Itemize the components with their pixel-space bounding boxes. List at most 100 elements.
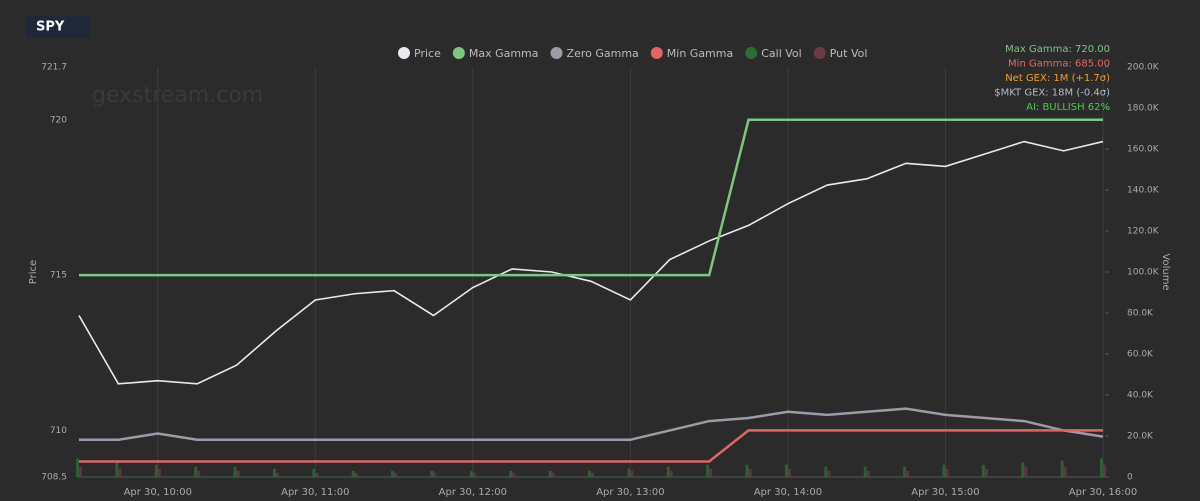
annotation: Net GEX: 1M (+1.7σ) (1005, 73, 1110, 84)
legend-label[interactable]: Min Gamma (667, 47, 733, 60)
annotation: AI: BULLISH 62% (1026, 102, 1110, 113)
ticker[interactable]: SPY (36, 20, 65, 35)
volume-bar (706, 464, 710, 477)
volume-bar (1100, 458, 1103, 477)
volume-bar (748, 468, 752, 477)
volume-bar (627, 468, 631, 477)
volume-bar (157, 468, 161, 477)
y2-tick-label: 200.0K (1127, 63, 1160, 73)
legend-label[interactable]: Call Vol (761, 47, 802, 60)
volume-bar (197, 470, 201, 477)
legend-label[interactable]: Max Gamma (469, 47, 539, 60)
volume-bar (824, 466, 828, 477)
volume-bar (351, 470, 355, 477)
y2-tick-label: 180.0K (1127, 104, 1160, 114)
volume-bar (233, 466, 237, 477)
y2-tick-label: 80.0K (1127, 309, 1154, 319)
y2-tick-label: 20.0K (1127, 432, 1154, 442)
volume-bar (709, 468, 713, 477)
volume-bar (787, 468, 791, 477)
volume-bar (981, 464, 985, 477)
volume-bar (154, 464, 158, 477)
volume-bar (984, 468, 988, 477)
y-tick-label: 721.7 (41, 63, 67, 73)
volume-bar (79, 466, 82, 477)
series-line (78, 140, 1104, 385)
legend-label[interactable]: Price (414, 47, 441, 60)
volume-bar (666, 466, 670, 477)
volume-bar (76, 458, 79, 477)
volume-bar (312, 468, 316, 477)
volume-bar (194, 466, 198, 477)
volume-bar (745, 464, 749, 477)
volume-bar (509, 470, 513, 477)
volume-bar (272, 468, 276, 477)
annotation: Min Gamma: 685.00 (1008, 59, 1110, 70)
volume-bar (942, 464, 946, 477)
volume-bar (548, 470, 552, 477)
volume-bar (512, 472, 516, 477)
series-line (79, 118, 1103, 277)
volume-bar (391, 470, 395, 477)
y2-tick-label: 160.0K (1127, 145, 1160, 155)
ticker-tab[interactable] (26, 16, 90, 38)
x-tick-label: Apr 30, 15:00 (911, 487, 979, 498)
legend-marker[interactable] (452, 47, 465, 59)
volume-bar (394, 472, 398, 477)
volume-bar (827, 470, 831, 477)
volume-bar (669, 470, 673, 477)
legend-marker[interactable] (813, 47, 826, 59)
y2-axis-title: Volume (1160, 253, 1171, 290)
volume-bar (472, 472, 476, 477)
y-tick-label: 710 (50, 426, 67, 436)
series-line (79, 429, 1103, 463)
volume-bar (630, 470, 634, 477)
volume-bar (551, 472, 555, 477)
volume-bar (588, 470, 591, 477)
y2-tick-label: 120.0K (1127, 227, 1160, 237)
volume-bar (1063, 466, 1067, 477)
volume-bar (430, 470, 434, 477)
x-tick-label: Apr 30, 11:00 (281, 487, 349, 498)
legend-marker[interactable] (550, 47, 563, 59)
y2-tick-label: 0 (1127, 473, 1133, 483)
legend-marker[interactable] (745, 47, 758, 59)
series-line (79, 407, 1104, 441)
volume-bar (906, 470, 910, 477)
legend-label[interactable]: Zero Gamma (567, 47, 639, 60)
x-tick-label: Apr 30, 10:00 (124, 487, 192, 498)
volume-bar (236, 470, 240, 477)
annotation: $MKT GEX: 18M (-0.4σ) (994, 88, 1110, 99)
volume-bar (591, 472, 594, 477)
volume-bar (1024, 466, 1028, 477)
volume-bar (866, 470, 870, 477)
y2-tick-label: 60.0K (1127, 350, 1154, 360)
legend-marker[interactable] (650, 47, 663, 59)
y2-tick-label: 140.0K (1127, 186, 1160, 196)
volume-bar (1103, 464, 1106, 477)
volume-bar (275, 472, 279, 477)
volume-bar (315, 472, 319, 477)
x-tick-label: Apr 30, 13:00 (596, 487, 664, 498)
legend-label[interactable]: Put Vol (830, 47, 868, 60)
y-tick-label: 708.5 (41, 473, 67, 483)
y2-tick-label: 100.0K (1127, 268, 1160, 278)
y-tick-label: 720 (50, 115, 67, 125)
x-tick-label: Apr 30, 16:00 (1069, 487, 1137, 498)
y-tick-label: 715 (50, 271, 67, 281)
annotation: Max Gamma: 720.00 (1005, 44, 1110, 55)
volume-bar (1060, 460, 1064, 477)
legend-marker[interactable] (398, 47, 410, 59)
volume-bar (945, 468, 949, 477)
y-axis-title: Price (28, 260, 39, 284)
volume-bar (863, 466, 867, 477)
x-tick-label: Apr 30, 12:00 (439, 487, 507, 498)
volume-bar (115, 462, 119, 477)
volume-bar (469, 470, 473, 477)
x-tick-label: Apr 30, 14:00 (754, 487, 822, 498)
volume-bar (433, 472, 437, 477)
volume-bar (784, 464, 788, 477)
volume-bar (903, 466, 907, 477)
